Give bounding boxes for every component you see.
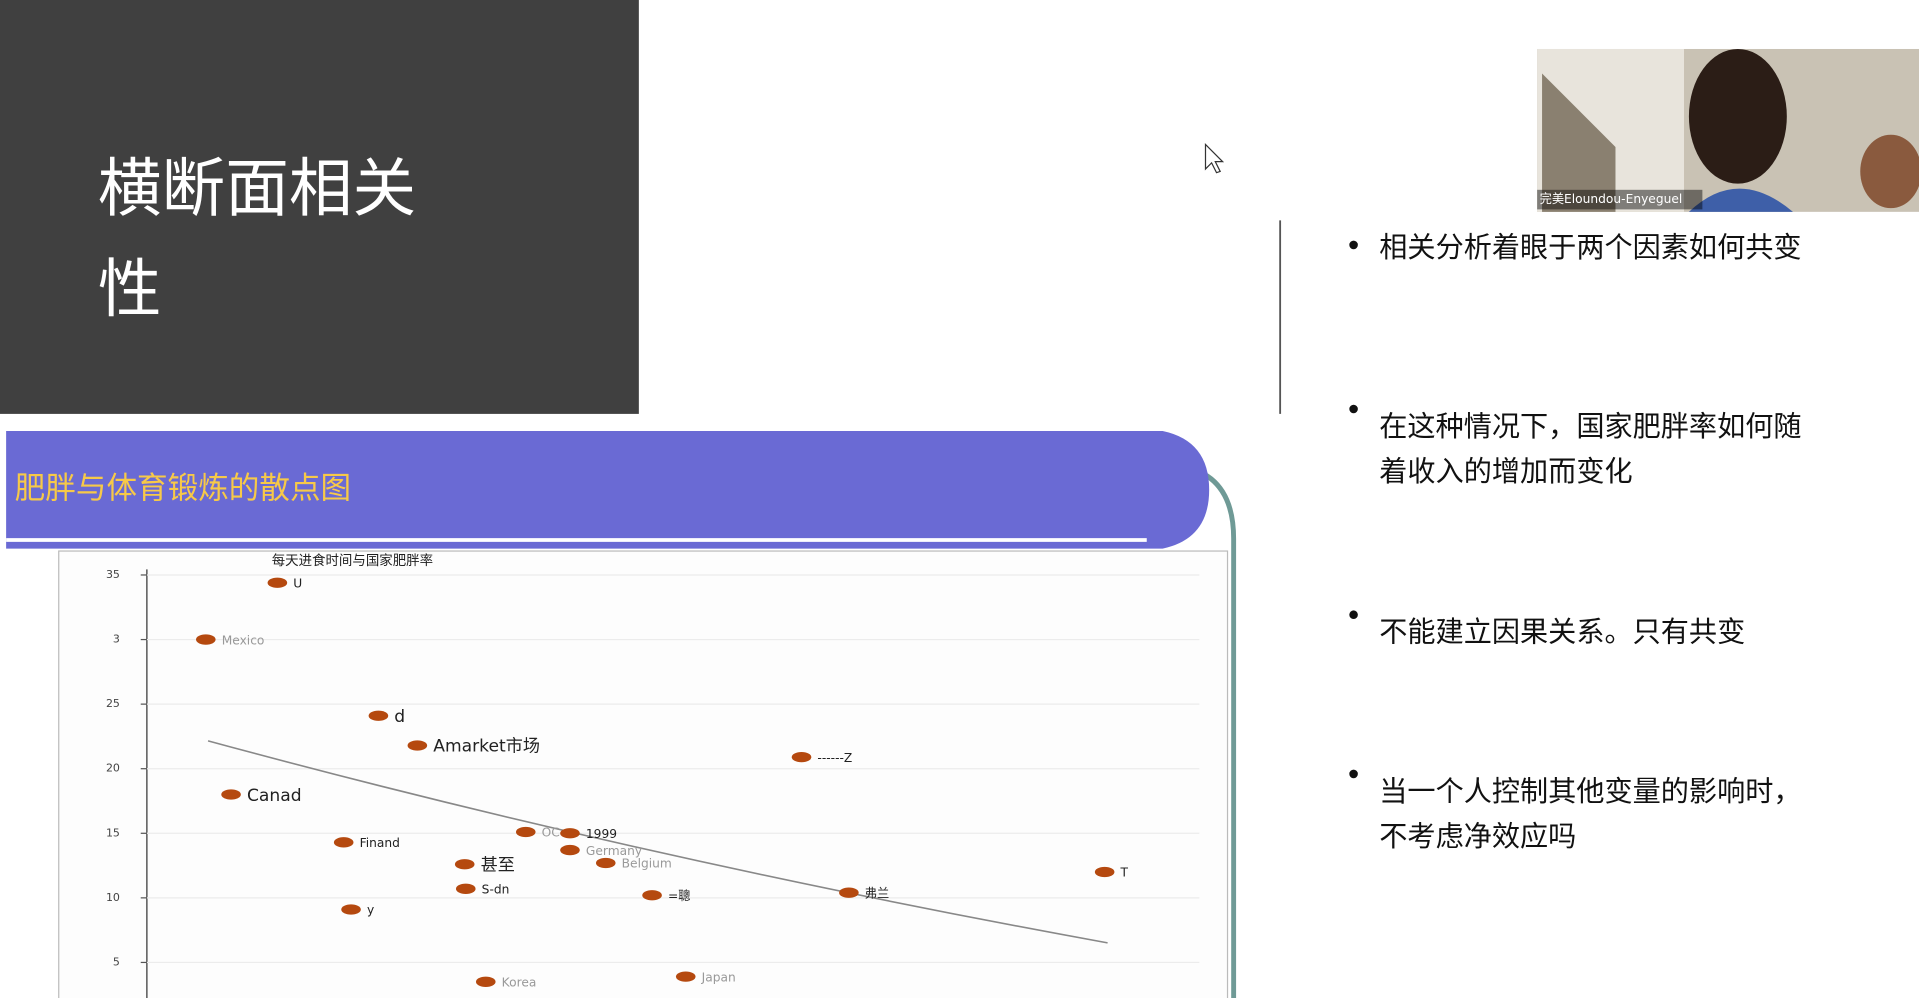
video-name: 完美Eloundou-Enyeguel xyxy=(1540,191,1683,206)
data-point xyxy=(1094,866,1115,878)
data-point xyxy=(267,577,288,588)
data-point xyxy=(196,634,216,645)
point-label: 弗兰 xyxy=(865,886,889,900)
data-point xyxy=(407,740,428,751)
video-person-head xyxy=(1688,48,1787,184)
video-hand xyxy=(1860,134,1919,209)
point-label: OC xyxy=(542,826,560,840)
chart-subtitle: 每天进食时间与国家肥胖率 xyxy=(272,552,433,569)
point-label: d xyxy=(394,707,405,727)
point-label: Belgium xyxy=(622,857,672,871)
bullet-text: 在这种情况下，国家肥胖率如何随着收入的增加而变化 xyxy=(1379,411,1802,489)
bullet-dot xyxy=(1349,769,1358,779)
y-tick-label: 3 xyxy=(113,633,120,646)
point-label: ------Z xyxy=(817,751,852,765)
chart-banner xyxy=(6,431,1210,549)
y-tick-label: 10 xyxy=(106,891,120,904)
y-tick-label: 15 xyxy=(106,826,120,839)
bullet-box: 相关分析着眼于两个因素如何共变 xyxy=(1379,232,1802,265)
data-point xyxy=(368,710,389,721)
data-point xyxy=(454,859,475,870)
point-label: Korea xyxy=(502,976,537,990)
data-point xyxy=(791,751,812,763)
bullet-list: 相关分析着眼于两个因素如何共变在这种情况下，国家肥胖率如何随着收入的增加而变化不… xyxy=(1349,232,1802,854)
data-point xyxy=(455,883,476,894)
bullet-text: 相关分析着眼于两个因素如何共变 xyxy=(1379,232,1802,265)
data-point xyxy=(675,971,696,982)
chart-title: 肥胖与体育锻炼的散点图 xyxy=(15,471,351,506)
point-label: Mexico xyxy=(222,633,265,647)
bullet-box: 在这种情况下，国家肥胖率如何随着收入的增加而变化 xyxy=(1379,411,1802,489)
bullet-text: 不能建立因果关系。只有共变 xyxy=(1379,617,1746,650)
title-box: 横断面相关性 xyxy=(97,153,417,327)
point-label: Canad xyxy=(247,786,302,806)
data-point xyxy=(341,904,361,915)
data-point xyxy=(515,826,536,838)
video-shelf xyxy=(1542,73,1616,212)
bullet-box: 当一个人控制其他变量的影响时，不考虑净效应吗 xyxy=(1379,776,1802,854)
bullet-dot xyxy=(1349,404,1358,414)
plot: 35 3 25 20 15 10 5 U Mexico d Amarket市场 ------Z Cana… xyxy=(106,568,1200,998)
point-label: y xyxy=(367,903,374,917)
data-point xyxy=(475,976,496,987)
bullet-dot xyxy=(1349,240,1358,250)
point-label: =聰 xyxy=(668,888,690,903)
y-tick-label: 25 xyxy=(106,697,120,710)
data-point xyxy=(839,887,859,898)
point-label: Germany xyxy=(586,844,642,858)
point-label: S-dn xyxy=(482,883,510,897)
bullet-dot xyxy=(1349,610,1358,620)
point-label: 1999 xyxy=(586,827,617,841)
chart-area xyxy=(58,550,1229,998)
cursor xyxy=(1204,143,1225,174)
bullet-text: 当一个人控制其他变量的影响时，不考虑净效应吗 xyxy=(1379,776,1802,854)
point-label: Amarket市场 xyxy=(433,737,540,757)
y-tick-label: 20 xyxy=(106,762,120,775)
point-label: U xyxy=(293,576,302,590)
slide-title: 横断面相关性 xyxy=(97,153,417,327)
video-person-shirt xyxy=(1688,188,1793,212)
data-point xyxy=(642,890,662,901)
point-label: 甚至 xyxy=(481,856,515,876)
data-point xyxy=(221,789,241,800)
data-point xyxy=(560,844,580,856)
y-tick-label: 5 xyxy=(113,955,120,968)
video-name-bg xyxy=(1537,189,1703,210)
data-point xyxy=(595,857,616,869)
trend-line xyxy=(207,740,1108,944)
bullet-box: 不能建立因果关系。只有共变 xyxy=(1379,617,1746,650)
point-label: Japan xyxy=(701,970,736,984)
y-tick-label: 35 xyxy=(106,568,120,581)
point-label: T xyxy=(1120,866,1129,880)
data-point xyxy=(333,837,354,848)
title-panel xyxy=(0,0,639,414)
point-label: Finand xyxy=(360,836,400,850)
data-point xyxy=(560,828,580,839)
